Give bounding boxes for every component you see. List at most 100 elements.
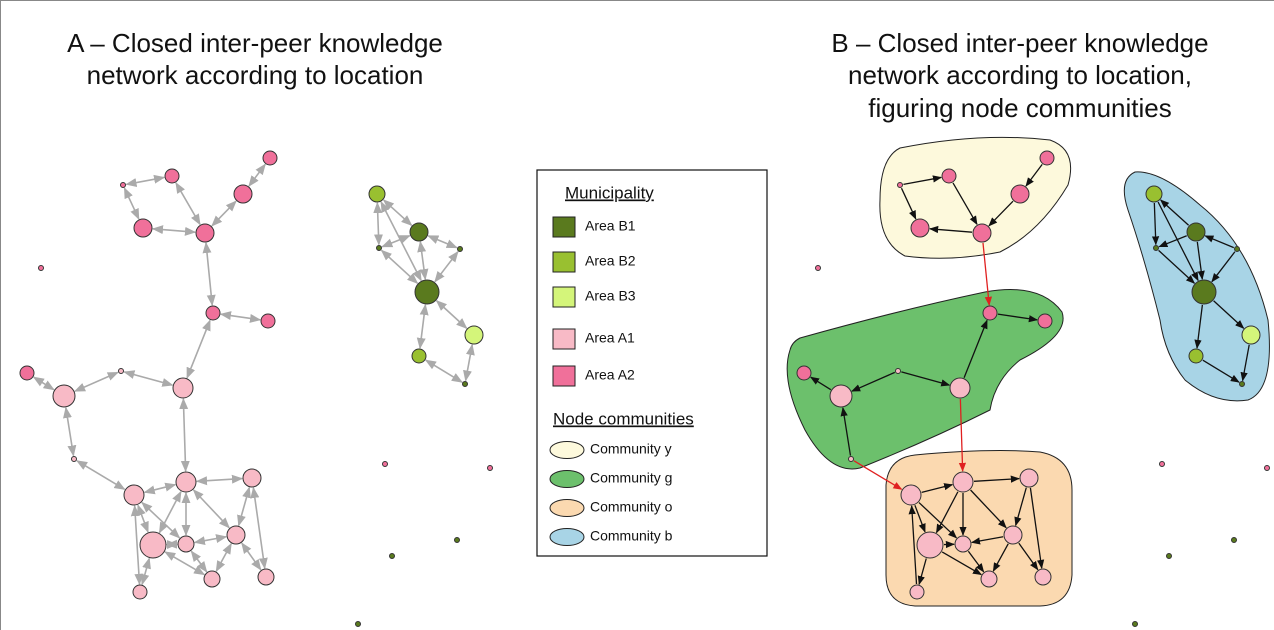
- node: [982, 305, 998, 321]
- node: [382, 461, 388, 467]
- legend-label: Community y: [590, 441, 672, 457]
- legend-swatch: [549, 441, 585, 459]
- edge: [179, 397, 190, 473]
- edge: [175, 181, 201, 226]
- node: [389, 553, 395, 559]
- node: [139, 531, 167, 559]
- edge: [373, 201, 383, 246]
- node: [1241, 325, 1261, 345]
- legend-label: Community o: [590, 499, 673, 515]
- title-a-line: network according to location: [87, 60, 424, 90]
- edge: [918, 502, 958, 539]
- edge: [988, 200, 1014, 227]
- node: [1234, 246, 1240, 252]
- node: [411, 348, 427, 364]
- edge: [248, 163, 266, 187]
- edge: [1151, 202, 1160, 246]
- edge: [952, 182, 978, 226]
- node: [376, 245, 382, 251]
- edge: [215, 542, 232, 573]
- node: [1166, 553, 1172, 559]
- legend-label: Area B3: [585, 288, 636, 304]
- node: [164, 168, 180, 184]
- node: [118, 368, 124, 374]
- edge: [190, 550, 208, 573]
- node: [1153, 245, 1159, 251]
- legend-swatch: [549, 499, 585, 517]
- node: [464, 325, 484, 345]
- legend-heading: Node communities: [553, 409, 694, 428]
- edge: [125, 174, 166, 187]
- edge: [130, 504, 144, 586]
- edge: [202, 241, 216, 307]
- node: [1003, 525, 1023, 545]
- node: [457, 246, 463, 252]
- node: [897, 182, 903, 188]
- edge: [982, 242, 993, 306]
- edge: [1018, 542, 1039, 571]
- edge: [237, 486, 251, 527]
- node: [257, 568, 275, 586]
- node: [262, 150, 278, 166]
- legend-label: Area A2: [585, 367, 635, 383]
- node: [980, 570, 998, 588]
- edge: [192, 489, 230, 529]
- edge: [219, 311, 262, 323]
- node: [205, 305, 221, 321]
- node: [1037, 313, 1053, 329]
- edge: [195, 474, 244, 486]
- edge: [1196, 241, 1205, 281]
- node: [177, 535, 195, 553]
- node: [972, 223, 992, 243]
- node: [226, 525, 246, 545]
- node: [895, 368, 901, 374]
- node: [414, 279, 440, 305]
- node: [123, 484, 145, 506]
- node: [38, 265, 44, 271]
- edge: [1029, 487, 1045, 569]
- node: [462, 381, 468, 387]
- edge: [424, 359, 463, 383]
- edge: [921, 483, 954, 493]
- node: [1010, 184, 1030, 204]
- edge: [186, 319, 211, 379]
- edge: [973, 475, 1020, 483]
- edge: [851, 371, 896, 392]
- edge: [137, 504, 149, 533]
- edge: [193, 534, 228, 546]
- legend-label: Area B2: [585, 253, 636, 269]
- edge: [151, 225, 197, 236]
- legend-swatch: [552, 328, 576, 350]
- edge: [381, 234, 411, 248]
- community-hulls: [786, 136, 1270, 607]
- edge: [1204, 235, 1235, 249]
- legend-label: Community b: [590, 528, 673, 544]
- node: [1186, 222, 1206, 242]
- node: [796, 365, 812, 381]
- edge: [76, 460, 126, 491]
- edge: [211, 200, 237, 227]
- node: [815, 265, 821, 271]
- edge: [941, 551, 982, 576]
- legend-swatch: [552, 216, 576, 238]
- edge: [901, 371, 951, 387]
- legend-swatch: [552, 251, 576, 273]
- node: [941, 168, 957, 184]
- edge: [853, 460, 903, 490]
- legend-swatch: [549, 528, 585, 546]
- edge: [73, 371, 119, 392]
- edge: [914, 505, 926, 533]
- node: [949, 377, 971, 399]
- edge: [123, 370, 174, 387]
- node: [900, 484, 922, 506]
- edge: [63, 406, 77, 457]
- edge: [840, 406, 852, 456]
- edge: [427, 235, 458, 249]
- edge: [140, 557, 151, 586]
- edge: [970, 536, 1004, 545]
- edge: [32, 376, 55, 391]
- title-b-line: network according to location,: [848, 60, 1192, 90]
- edge: [917, 558, 927, 586]
- edge: [164, 551, 206, 576]
- node: [242, 468, 262, 488]
